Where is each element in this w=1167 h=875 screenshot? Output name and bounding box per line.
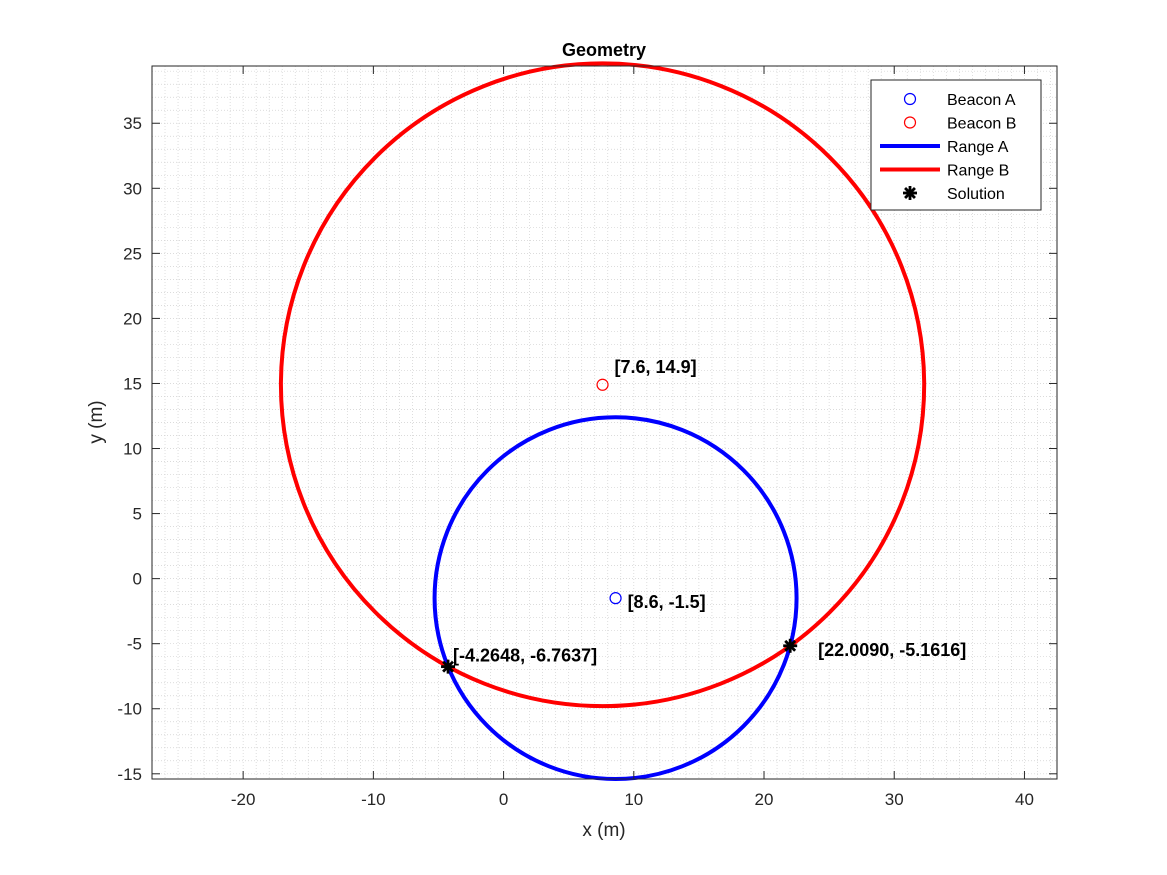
point-labels: [8.6, -1.5] [7.6, 14.9] [-4.2648, -6.7637]…	[453, 357, 966, 666]
legend-item-range-b: Range B	[880, 163, 1009, 180]
y-tick-label: 35	[123, 114, 142, 133]
legend-item-solution: Solution	[903, 186, 1005, 203]
legend-item-beacon-b: Beacon B	[903, 116, 1016, 133]
range-b-circle	[278, 61, 927, 709]
beacon-a-coordinate-label: [8.6, -1.5]	[628, 592, 706, 612]
chart-title: Geometry	[562, 40, 646, 60]
x-tick-label: 0	[499, 790, 508, 809]
legend-label: Beacon B	[947, 116, 1016, 133]
legend-symbol	[903, 186, 917, 200]
y-axis-label: y (m)	[86, 400, 107, 443]
legend: Beacon A Beacon B Range A Range B Solution	[870, 79, 1042, 211]
solution-2-coordinate-label: [22.0090, -5.1616]	[818, 640, 966, 660]
beacon-b-coordinate-label: [7.6, 14.9]	[615, 357, 697, 377]
y-tick-label: 15	[123, 374, 142, 393]
y-tick-label: 10	[123, 440, 142, 459]
legend-label: Range A	[947, 139, 1009, 156]
beacon-b-marker	[596, 378, 609, 391]
x-tick-label: 20	[755, 790, 774, 809]
x-tick-label: 10	[624, 790, 643, 809]
y-tick-label: 0	[133, 570, 142, 589]
legend-item-beacon-a: Beacon A	[903, 92, 1016, 109]
y-tick-label: -15	[117, 765, 142, 784]
y-tick-label: -5	[127, 635, 142, 654]
y-tick-label: 5	[133, 505, 142, 524]
legend-item-range-a: Range A	[880, 139, 1009, 156]
x-tick-label: 30	[885, 790, 904, 809]
beacon-markers	[596, 378, 622, 605]
y-tick-label: -10	[117, 700, 142, 719]
x-tick-label: -10	[361, 790, 386, 809]
solution-1-coordinate-label: [-4.2648, -6.7637]	[453, 646, 597, 666]
y-tick-label: 25	[123, 244, 142, 263]
x-tick-label: -20	[231, 790, 256, 809]
solution-marker	[783, 638, 798, 653]
axes-box	[151, 65, 1058, 780]
axis-ticks: -20 -10 0 10 20 30 40 -15 -10 -5 0 5 10 15 20 25 30 35	[117, 66, 1057, 809]
beacon-a-marker	[609, 592, 622, 605]
y-tick-label: 30	[123, 179, 142, 198]
x-axis-label: x (m)	[582, 820, 625, 841]
legend-label: Solution	[947, 186, 1005, 203]
y-tick-label: 20	[123, 309, 142, 328]
minor-grid	[151, 66, 1057, 779]
legend-label: Range B	[947, 163, 1009, 180]
legend-label: Beacon A	[947, 92, 1016, 109]
solution-marker	[441, 659, 456, 674]
x-tick-label: 40	[1015, 790, 1034, 809]
solution-markers	[441, 638, 798, 674]
legend-symbol	[903, 116, 917, 129]
legend-symbol	[903, 92, 917, 106]
